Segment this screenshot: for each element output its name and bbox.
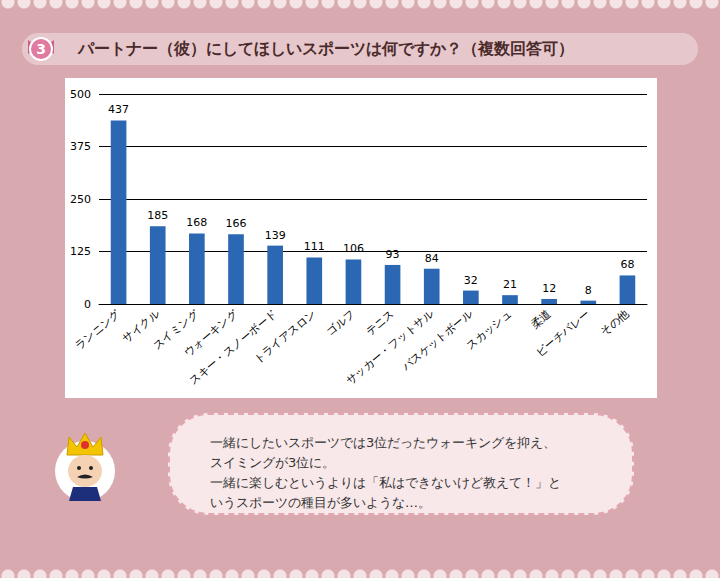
svg-text:スイミング: スイミング: [150, 307, 201, 353]
svg-text:スキー・スノーボード: スキー・スノーボード: [186, 307, 280, 388]
svg-text:柔道: 柔道: [528, 307, 553, 331]
svg-text:185: 185: [147, 209, 168, 222]
svg-text:サイクル: サイクル: [119, 307, 162, 346]
html-text:パートナー（彼）にしてほしいスポーツは何ですか？（複数回答可: パートナー（彼）にしてほしいスポーツは何ですか？（複数回答可）: [78, 39, 574, 58]
svg-text:500: 500: [70, 88, 91, 101]
svg-text:68: 68: [620, 258, 634, 271]
svg-text:テニス: テニス: [363, 307, 397, 338]
svg-text:250: 250: [70, 193, 91, 206]
svg-text:139: 139: [265, 229, 286, 242]
svg-text:ランニング: ランニング: [72, 306, 123, 352]
svg-text:サッカー・フットサル: サッカー・フットサル: [343, 307, 436, 388]
svg-text:111: 111: [304, 240, 325, 253]
svg-text:84: 84: [425, 252, 439, 265]
svg-text:375: 375: [70, 140, 91, 153]
svg-text:437: 437: [108, 103, 129, 116]
html-text:いうスポーツの種目が多いような…。: いうスポーツの種目が多いような…。: [210, 495, 431, 510]
svg-text:166: 166: [226, 217, 247, 230]
svg-text:バスケットボール: バスケットボール: [399, 307, 476, 374]
svg-text:ビーチバレー: ビーチバレー: [534, 307, 593, 359]
svg-text:32: 32: [464, 274, 478, 287]
svg-text:3: 3: [36, 41, 46, 57]
svg-text:トライアスロン: トライアスロン: [251, 307, 318, 366]
svg-text:0: 0: [84, 298, 91, 311]
svg-text:ウォーキング: ウォーキング: [181, 307, 241, 360]
html-text:一緒にしたいスポーツでは3位だったウォーキングを抑え、: 一緒にしたいスポーツでは3位だったウォーキングを抑え、: [210, 435, 557, 450]
svg-text:125: 125: [70, 245, 91, 258]
svg-text:21: 21: [503, 278, 517, 291]
svg-text:12: 12: [542, 282, 556, 295]
html-text:スイミングが3位に。: スイミングが3位に。: [210, 455, 336, 470]
svg-text:168: 168: [186, 216, 207, 229]
svg-text:93: 93: [386, 248, 400, 261]
svg-text:106: 106: [343, 242, 364, 255]
svg-text:ゴルフ: ゴルフ: [324, 307, 358, 338]
svg-text:8: 8: [585, 284, 592, 297]
svg-text:スカッシュ: スカッシュ: [464, 307, 514, 352]
html-text:一緒に楽しむというよりは「私はできないけど教えて！」と: 一緒に楽しむというよりは「私はできないけど教えて！」と: [210, 475, 561, 490]
svg-text:その他: その他: [598, 307, 632, 338]
